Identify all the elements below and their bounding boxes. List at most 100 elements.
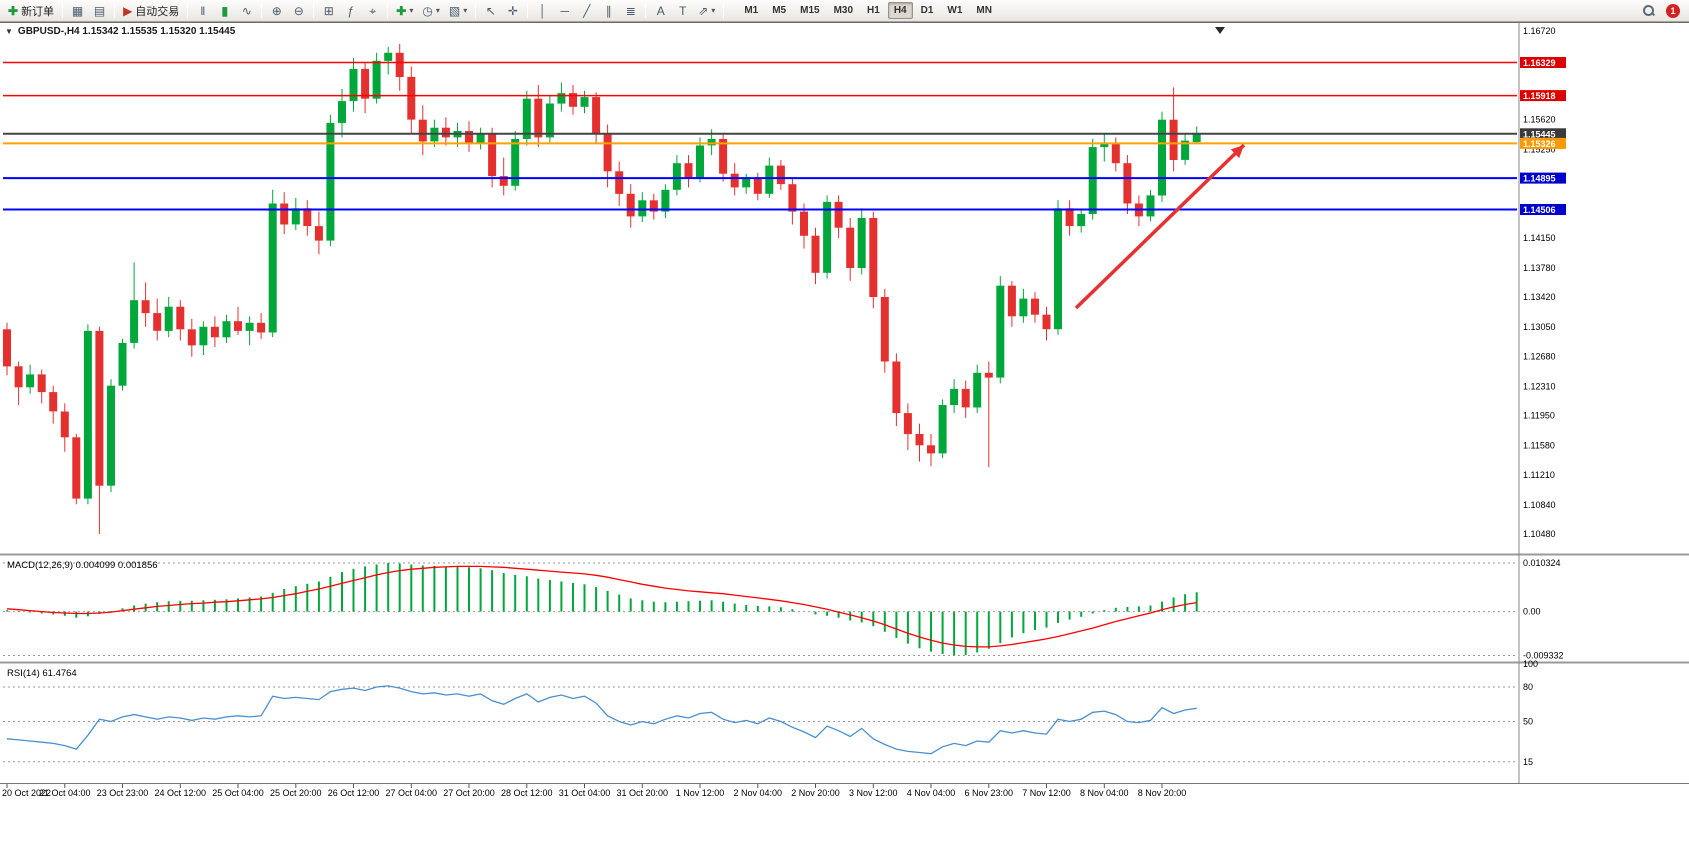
new-order-button[interactable]: ✚ 新订单	[4, 1, 58, 21]
chart-canvas[interactable]: 1.16720 1.15620 1.15250 1.14150 1.13780 1.134…	[0, 23, 1689, 865]
price-badge	[1520, 137, 1566, 149]
autotrading-button[interactable]: ▶ 自动交易	[119, 1, 183, 21]
price-badge	[1520, 90, 1566, 102]
add-indicator-icon: ✚	[396, 3, 407, 18]
timeframe-h1[interactable]: H1	[867, 5, 880, 16]
price-badge-label: 1.16329	[1523, 58, 1556, 68]
price-axis-label: 1.13420	[1523, 292, 1556, 302]
time-axis-label: 25 Oct 20:00	[270, 788, 322, 798]
notification-badge[interactable]: 1	[1666, 3, 1680, 18]
horizontal-line-button[interactable]: ─	[554, 1, 575, 21]
chart-shift-marker[interactable]	[1215, 27, 1225, 34]
channel-button[interactable]: ∥	[598, 1, 619, 21]
toolbar-separator	[387, 3, 389, 18]
chart-region: 1.16720 1.15620 1.15250 1.14150 1.13780 1.134…	[0, 22, 1689, 865]
time-axis-label: 20 Oct 2022	[2, 788, 51, 798]
arrows-button[interactable]: ⇗ ▾	[694, 1, 719, 21]
indicators-list-button[interactable]: ƒ	[340, 1, 361, 21]
timeframe-mn[interactable]: MN	[976, 5, 992, 16]
new-order-label: 新订单	[21, 5, 55, 18]
time-axis-label: 2 Nov 20:00	[791, 788, 840, 798]
price-axis-label: 1.10840	[1523, 500, 1556, 510]
rsi-axis-label: 50	[1523, 717, 1533, 727]
trendline-button[interactable]: ╱	[576, 1, 597, 21]
toolbar-separator	[313, 3, 315, 18]
toolbar-separator	[62, 3, 64, 18]
price-badge-label: 1.14506	[1523, 205, 1556, 215]
vertical-line-button[interactable]: │	[532, 1, 553, 21]
line-chart-button[interactable]: ∿	[236, 1, 257, 21]
tile-windows-icon: ⊞	[323, 3, 334, 18]
candlestick-icon: ▮	[221, 3, 229, 18]
fibonacci-button[interactable]: ≣	[620, 1, 641, 21]
time-axis-label: 7 Nov 12:00	[1022, 788, 1071, 798]
search-button[interactable]	[1638, 1, 1659, 21]
candlestick-chart-button[interactable]: ▮	[214, 1, 235, 21]
timeframe-m5[interactable]: M5	[772, 5, 787, 16]
timeframe-m1[interactable]: M1	[744, 5, 759, 16]
search-icon	[1642, 4, 1655, 17]
timeframe-group: M1 M5 M15 M30 H1 H4 D1 W1 MN	[738, 2, 998, 19]
crosshair-icon: ✛	[507, 3, 518, 18]
price-axis-label: 1.12310	[1523, 382, 1556, 392]
trendline-icon: ╱	[583, 3, 591, 18]
time-axis-label: 23 Oct 23:00	[97, 788, 149, 798]
price-axis-label: 1.10480	[1523, 529, 1556, 539]
objects-list-button[interactable]: ⌖	[362, 1, 383, 21]
trend-arrow-head	[1230, 145, 1244, 159]
tile-windows-button[interactable]: ⊞	[318, 1, 339, 21]
symbol-dropdown-icon[interactable]: ▼	[5, 27, 13, 36]
add-indicator-button[interactable]: ✚ ▾	[392, 1, 417, 21]
chevron-down-icon: ▾	[711, 6, 716, 15]
toolbar-separator	[475, 3, 477, 18]
time-axis-label: 26 Oct 12:00	[328, 788, 380, 798]
macd-axis-label: 0.00	[1523, 607, 1541, 617]
profiles-button[interactable]: ▤	[89, 1, 110, 21]
price-axis-label: 1.12680	[1523, 352, 1556, 362]
price-badge-label: 1.15326	[1523, 139, 1556, 149]
text-label-button[interactable]: T	[672, 1, 693, 21]
timeframe-d1[interactable]: D1	[920, 5, 934, 16]
time-axis-label: 3 Nov 12:00	[849, 788, 898, 798]
horizontal-line-icon: ─	[560, 3, 569, 18]
zoom-in-button[interactable]: ⊕	[266, 1, 287, 21]
timeframe-m30[interactable]: M30	[833, 5, 854, 16]
price-axis-label: 1.16720	[1523, 26, 1556, 36]
macd-label: MACD(12,26,9) 0.004099 0.001856	[7, 560, 158, 571]
macd-axis-label: 0.010324	[1523, 558, 1561, 568]
bar-chart-icon: ‖	[200, 3, 206, 18]
timeframe-h4[interactable]: H4	[887, 2, 913, 19]
indicators-icon: ƒ	[347, 3, 355, 18]
chart-ohlc-header: ▼ GBPUSD-,H4 1.15342 1.15535 1.15320 1.1…	[5, 26, 235, 37]
rsi-axis-label: 80	[1523, 682, 1533, 692]
templates-button[interactable]: ▧ ▾	[445, 1, 471, 21]
time-axis-label: 24 Oct 12:00	[155, 788, 207, 798]
candlestick-series	[3, 43, 1201, 534]
periods-button[interactable]: ◷ ▾	[418, 1, 444, 21]
bar-chart-button[interactable]: ‖	[192, 1, 213, 21]
price-badge	[1520, 204, 1566, 215]
time-axis-label: 31 Oct 04:00	[559, 788, 611, 798]
price-axis-label: 1.15250	[1523, 145, 1556, 155]
trend-arrow[interactable]	[1074, 143, 1246, 310]
rsi-axis-label: 100	[1523, 659, 1538, 669]
zoom-out-button[interactable]: ⊖	[288, 1, 309, 21]
chevron-down-icon: ▾	[463, 6, 468, 15]
price-badge-label: 1.15445	[1523, 129, 1556, 139]
cursor-button[interactable]: ↖	[480, 1, 501, 21]
text-button[interactable]: A	[650, 1, 671, 21]
timeframe-w1[interactable]: W1	[947, 5, 963, 16]
toolbar: ✚ 新订单 ▦ ▤ ▶ 自动交易 ‖ ▮ ∿ ⊕ ⊖	[0, 0, 1689, 22]
toolbar-separator	[261, 3, 263, 18]
zoom-in-icon: ⊕	[271, 3, 282, 18]
crosshair-button[interactable]: ✛	[502, 1, 523, 21]
time-axis-label: 25 Oct 04:00	[212, 788, 264, 798]
macd-histogram	[6, 563, 1198, 656]
timeframe-m15[interactable]: M15	[800, 5, 820, 16]
charts-window-button[interactable]: ▦	[67, 1, 88, 21]
time-axis-label: 27 Oct 20:00	[443, 788, 495, 798]
text-label-icon: T	[679, 3, 687, 18]
time-axis-label: 28 Oct 12:00	[501, 788, 553, 798]
time-axis-label: 8 Nov 20:00	[1138, 788, 1187, 798]
text-icon: A	[656, 3, 665, 18]
